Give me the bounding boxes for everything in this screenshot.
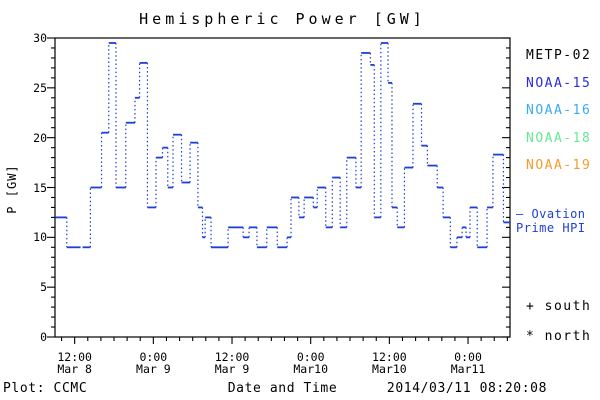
- legend-item-noaa-19: NOAA-19: [526, 158, 592, 173]
- satellite-legend: METP-02 NOAA-15 NOAA-16 NOAA-18 NOAA-19: [526, 42, 591, 180]
- hpi-step-series: [55, 42, 510, 249]
- plot-source-label: Plot: CCMC: [3, 381, 88, 396]
- legend-marker-north: * north: [526, 329, 591, 344]
- asterisk-marker-icon: *: [526, 329, 536, 344]
- series-label-line1: — Ovation: [516, 207, 586, 221]
- y-axis-title: P [GW]: [5, 164, 19, 214]
- plot-timestamp: 2014/03/11 08:20:08: [386, 381, 547, 396]
- legend-item-noaa-16: NOAA-16: [526, 103, 592, 118]
- legend-item-noaa-15: NOAA-15: [526, 75, 592, 91]
- x-axis-ticks: [61, 337, 508, 344]
- legend-marker-north-label: north: [544, 329, 592, 344]
- legend-item-metp-02: METP-02: [526, 48, 592, 63]
- chart-title: Hemispheric Power [GW]: [139, 10, 426, 28]
- legend-item-noaa-18: NOAA-18: [526, 130, 592, 146]
- y-axis-ticks: [47, 37, 510, 338]
- legend-marker-south-label: south: [544, 299, 592, 314]
- legend-marker-south: + south: [526, 299, 591, 314]
- plus-marker-icon: +: [526, 299, 536, 314]
- x-axis-title: Date and Time: [227, 381, 338, 396]
- series-label-line2: Prime HPI: [516, 221, 586, 235]
- series-label-ovation-prime-hpi: — Ovation Prime HPI: [516, 207, 586, 235]
